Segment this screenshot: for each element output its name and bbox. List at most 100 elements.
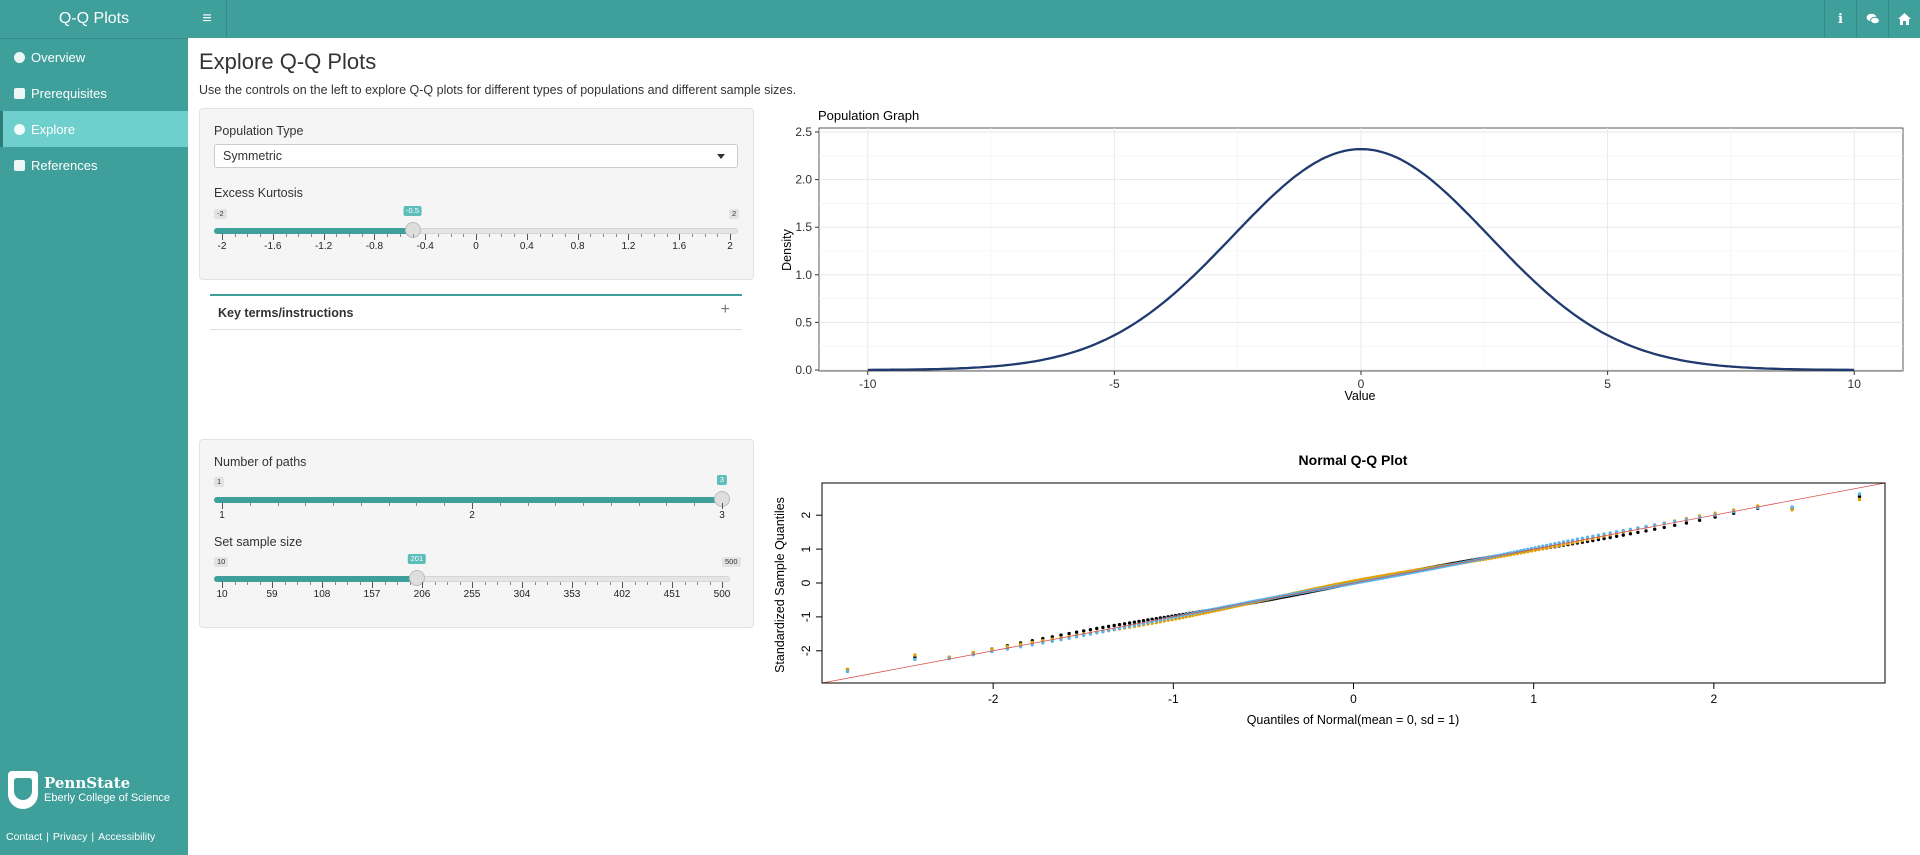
slider-minor-tick xyxy=(590,234,592,237)
population-type-select[interactable]: Symmetric xyxy=(214,144,738,168)
slider-tick-label: 353 xyxy=(563,589,581,600)
kurtosis-min-badge: -2 xyxy=(214,209,227,219)
y-tick-label: 1.5 xyxy=(795,220,812,234)
sidebar-item-references[interactable]: References xyxy=(0,147,188,183)
slider-tick xyxy=(722,503,723,509)
slider-tick-label: 108 xyxy=(313,589,331,600)
slider-minor-tick xyxy=(284,582,286,585)
qq-point xyxy=(1697,518,1702,522)
qq-point xyxy=(1041,641,1045,645)
info-button[interactable]: i xyxy=(1824,0,1856,38)
privacy-link[interactable]: Privacy xyxy=(52,831,88,843)
x-tick-label: -5 xyxy=(1109,377,1120,391)
slider-minor-tick xyxy=(514,234,516,237)
slider-tick-label: 10 xyxy=(216,589,228,600)
slider-tick xyxy=(577,234,579,240)
slider-minor-tick xyxy=(666,503,668,506)
kurtosis-value-badge: -0.5 xyxy=(403,206,422,216)
slider-minor-tick xyxy=(397,582,398,585)
qq-point xyxy=(1662,525,1666,530)
slider-minor-tick xyxy=(259,582,261,585)
slider-minor-tick xyxy=(488,234,490,237)
slider-handle[interactable] xyxy=(404,222,421,238)
key-terms-accordion[interactable]: Key terms/instructions + xyxy=(210,294,742,330)
x-tick-label: -1 xyxy=(1168,692,1179,706)
slider-minor-tick xyxy=(484,582,486,585)
slider-minor-tick xyxy=(359,582,361,585)
population-type-value: Symmetric xyxy=(223,149,283,163)
qq-point xyxy=(1018,642,1023,646)
qq-point xyxy=(1067,631,1071,636)
slider-tick xyxy=(272,582,273,588)
slider-minor-tick xyxy=(539,234,541,237)
sidebar-item-explore[interactable]: Explore xyxy=(0,111,188,147)
kurtosis-max-badge: 2 xyxy=(729,209,740,219)
slider-tick-label: -1.6 xyxy=(264,241,282,252)
slider-minor-tick xyxy=(597,582,598,585)
slider-tick-label: 1 xyxy=(219,510,225,521)
qq-point xyxy=(1074,635,1079,639)
slider-minor-tick xyxy=(247,582,248,585)
qq-point xyxy=(1150,617,1154,621)
slider-minor-tick xyxy=(653,234,655,237)
slider-minor-tick xyxy=(309,582,311,585)
qq-point xyxy=(1857,492,1862,496)
slider-tick xyxy=(222,582,223,588)
qq-point xyxy=(1636,526,1640,530)
slider-minor-tick xyxy=(399,234,401,237)
slider-handle[interactable] xyxy=(408,570,425,586)
slider-minor-tick xyxy=(694,503,696,506)
contact-link[interactable]: Contact xyxy=(6,831,43,843)
qq-point xyxy=(1644,524,1648,529)
qq-point xyxy=(913,653,917,657)
sidebar-item-label: Prerequisites xyxy=(31,85,107,101)
slider-minor-tick xyxy=(684,582,686,585)
sidebar-toggle-button[interactable]: ≡ xyxy=(188,0,227,38)
accessibility-link[interactable]: Accessibility xyxy=(98,831,156,843)
population-graph: Population Graph Density Value -10 -5 0 5 10… xyxy=(780,108,1904,403)
sidebar-item-overview[interactable]: Overview xyxy=(0,39,188,75)
comments-icon xyxy=(1866,13,1880,25)
qq-point xyxy=(1059,633,1063,637)
slider-minor-tick xyxy=(697,582,698,585)
book-icon xyxy=(14,87,25,99)
sample-size-slider[interactable] xyxy=(214,569,730,587)
reference-line xyxy=(821,482,1886,684)
slider-minor-tick xyxy=(534,582,536,585)
slider-tick xyxy=(425,234,427,240)
paths-min-badge: 1 xyxy=(214,477,225,487)
slider-tick xyxy=(472,503,473,509)
qq-point xyxy=(1106,624,1111,629)
slider-tick xyxy=(222,503,223,509)
slider-minor-tick xyxy=(463,234,465,237)
x-tick-label: 10 xyxy=(1848,377,1862,391)
density-curve xyxy=(867,147,1855,372)
slider-minor-tick xyxy=(459,582,461,585)
slider-tick-label: 2 xyxy=(469,510,475,521)
leanpub-icon xyxy=(14,159,25,171)
x-tick-label: 5 xyxy=(1604,377,1611,391)
slider-minor-tick xyxy=(634,582,636,585)
comments-button[interactable] xyxy=(1856,0,1888,38)
slider-tick-label: 59 xyxy=(266,589,278,600)
slider-minor-tick xyxy=(277,503,279,506)
kurtosis-slider[interactable] xyxy=(214,221,738,239)
qq-point xyxy=(1082,633,1086,638)
qq-point xyxy=(1857,497,1862,502)
x-tick-label: 0 xyxy=(1350,692,1357,706)
qq-point xyxy=(1146,618,1150,622)
plus-icon: + xyxy=(720,301,730,318)
qq-point xyxy=(1857,494,1862,499)
slider-minor-tick xyxy=(334,582,336,585)
slider-tick xyxy=(222,234,223,240)
slider-minor-tick xyxy=(234,582,236,585)
y-axis-label: Density xyxy=(780,228,794,270)
home-button[interactable] xyxy=(1888,0,1920,38)
psu-college: Eberly College of Science xyxy=(44,792,170,804)
sidebar-item-prerequisites[interactable]: Prerequisites xyxy=(0,75,188,111)
slider-minor-tick xyxy=(388,503,390,506)
info-icon: i xyxy=(1838,11,1843,27)
slider-minor-tick xyxy=(285,234,287,237)
paths-slider[interactable] xyxy=(214,490,730,508)
slider-minor-tick xyxy=(305,503,307,506)
